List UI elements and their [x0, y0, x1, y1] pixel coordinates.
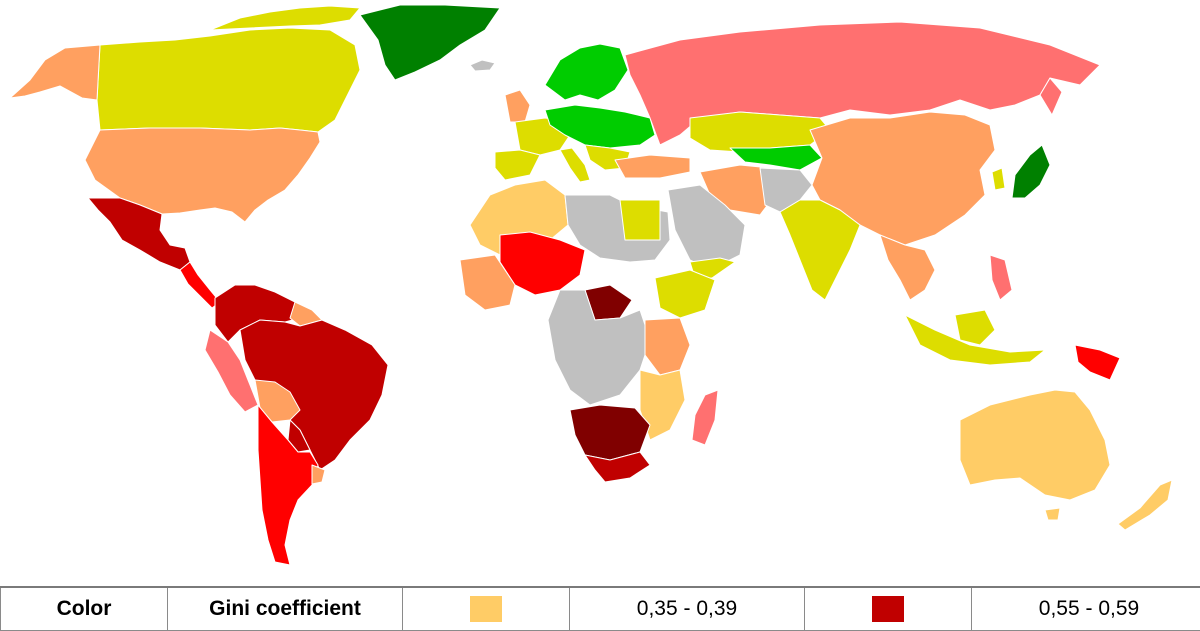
legend-swatch-cell [403, 587, 570, 631]
region-italy [560, 148, 590, 182]
region-uk [505, 90, 530, 122]
region-borneo [955, 310, 995, 345]
legend-header-gini: Gini coefficient [168, 587, 403, 631]
region-iceland [470, 60, 495, 71]
legend-range-label: 0,55 - 0,59 [972, 587, 1200, 631]
region-horn-of-africa [655, 270, 715, 318]
region-turkey [615, 155, 690, 178]
legend-swatch-cell [805, 587, 972, 631]
region-iberia [495, 150, 540, 180]
region-papua-new-guinea [1075, 345, 1120, 380]
region-new-zealand [1118, 480, 1172, 530]
region-east-africa [645, 318, 690, 375]
world-gini-map [0, 0, 1200, 585]
region-southeast-asia [880, 235, 935, 300]
region-korea [992, 168, 1005, 190]
legend-header-color: Color [1, 587, 168, 631]
region-egypt [620, 200, 660, 240]
region-canada [97, 28, 360, 132]
legend-range-label: 0,35 - 0,39 [570, 587, 805, 631]
region-central-america [180, 262, 220, 308]
region-australia [960, 390, 1110, 500]
legend-swatch [872, 596, 904, 622]
region-canada-islands [210, 6, 360, 30]
region-scandinavia [545, 44, 628, 100]
region-philippines [990, 255, 1012, 300]
region-tasmania [1045, 508, 1060, 520]
legend-table: Color Gini coefficient 0,35 - 0,39 0,55 … [0, 586, 1200, 631]
region-japan [1012, 145, 1050, 198]
legend-swatch [470, 596, 502, 622]
legend-row: Color Gini coefficient 0,35 - 0,39 0,55 … [1, 587, 1200, 631]
region-madagascar [692, 390, 718, 445]
region-namibia-botswana [570, 405, 650, 460]
region-alaska [10, 45, 100, 100]
